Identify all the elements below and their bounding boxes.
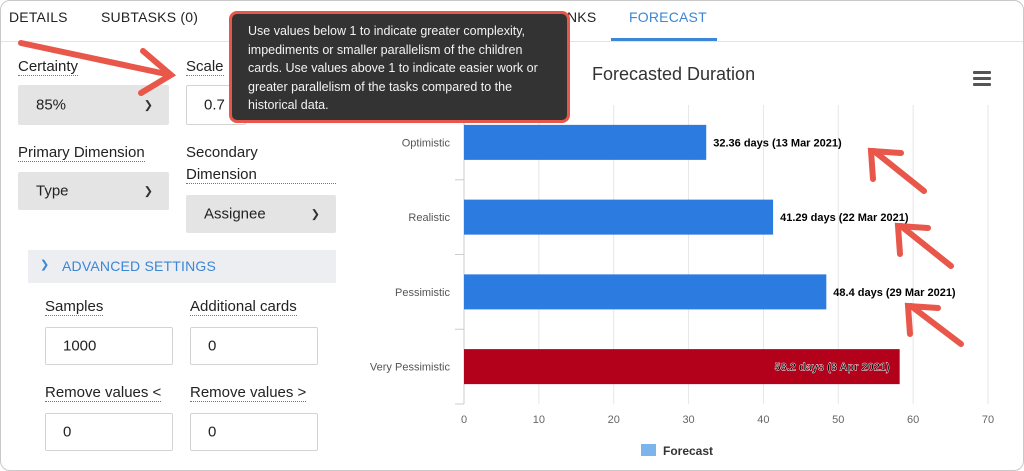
x-tick-label: 10 [533, 414, 545, 426]
data-label: 58.2 days (8 Apr 2021) [775, 362, 890, 374]
secondary-dimension-value: Assignee [204, 205, 266, 223]
tab-forecast[interactable]: FORECAST [629, 9, 707, 25]
bar [464, 349, 900, 385]
scale-label: Scale [186, 58, 224, 76]
data-label: 32.36 days (13 Mar 2021) [713, 137, 842, 149]
legend-label: Forecast [663, 444, 713, 458]
chevron-down-icon: ❯ [143, 185, 153, 198]
tab-links[interactable]: NKS [567, 9, 597, 25]
additional-cards-label: Additional cards [190, 298, 297, 316]
category-label: Pessimistic [395, 287, 451, 299]
additional-cards-value: 0 [208, 337, 217, 355]
secondary-dimension-select[interactable]: Assignee ❯ [186, 195, 336, 233]
bar [464, 124, 707, 160]
secondary-dimension-label-line2: Dimension [186, 166, 336, 184]
advanced-settings-toggle[interactable]: ❯ ADVANCED SETTINGS [28, 250, 336, 283]
x-tick-label: 40 [757, 414, 769, 426]
x-tick-label: 60 [907, 414, 919, 426]
x-tick-label: 70 [982, 414, 994, 426]
primary-dimension-select[interactable]: Type ❯ [18, 172, 169, 210]
data-label: 41.29 days (22 Mar 2021) [780, 212, 909, 224]
scale-help-tooltip: Use values below 1 to indicate greater c… [229, 11, 570, 123]
chevron-down-icon: ❯ [310, 208, 320, 221]
category-label: Very Pessimistic [370, 362, 451, 374]
certainty-value: 85% [36, 96, 67, 114]
bar [464, 199, 774, 235]
category-label: Optimistic [402, 137, 451, 149]
certainty-select[interactable]: 85% ❯ [18, 85, 169, 125]
x-tick-label: 30 [682, 414, 694, 426]
x-tick-label: 0 [461, 414, 467, 426]
samples-label: Samples [45, 298, 104, 316]
additional-cards-input[interactable]: 0 [190, 327, 318, 365]
tab-subtasks[interactable]: SUBTASKS (0) [101, 9, 199, 25]
scale-value: 0.7 [204, 96, 225, 114]
chart-title: Forecasted Duration [592, 64, 756, 84]
primary-dimension-value: Type [36, 182, 69, 200]
remove-values-lt-input[interactable]: 0 [45, 413, 173, 451]
samples-value: 1000 [63, 337, 97, 355]
tab-details[interactable]: DETAILS [9, 9, 68, 25]
remove-values-lt-value: 0 [63, 423, 72, 441]
remove-values-gt-value: 0 [208, 423, 217, 441]
tooltip-text: Use values below 1 to indicate greater c… [248, 24, 538, 112]
bar [464, 274, 827, 310]
remove-values-gt-label: Remove values > [190, 384, 307, 402]
advanced-settings-label: ADVANCED SETTINGS [62, 258, 217, 274]
hamburger-menu-icon[interactable] [973, 71, 991, 86]
primary-dimension-label: Primary Dimension [18, 144, 145, 162]
chevron-down-icon: ❯ [40, 259, 50, 271]
active-tab-indicator [611, 38, 717, 41]
data-label: 48.4 days (29 Mar 2021) [833, 287, 956, 299]
chevron-down-icon: ❯ [143, 99, 153, 112]
remove-values-gt-input[interactable]: 0 [190, 413, 318, 451]
category-label: Realistic [408, 212, 450, 224]
x-tick-label: 50 [832, 414, 844, 426]
legend-swatch [641, 444, 656, 456]
x-tick-label: 20 [608, 414, 620, 426]
samples-input[interactable]: 1000 [45, 327, 173, 365]
secondary-dimension-label-line1: Secondary [186, 144, 258, 161]
remove-values-lt-label: Remove values < [45, 384, 162, 402]
